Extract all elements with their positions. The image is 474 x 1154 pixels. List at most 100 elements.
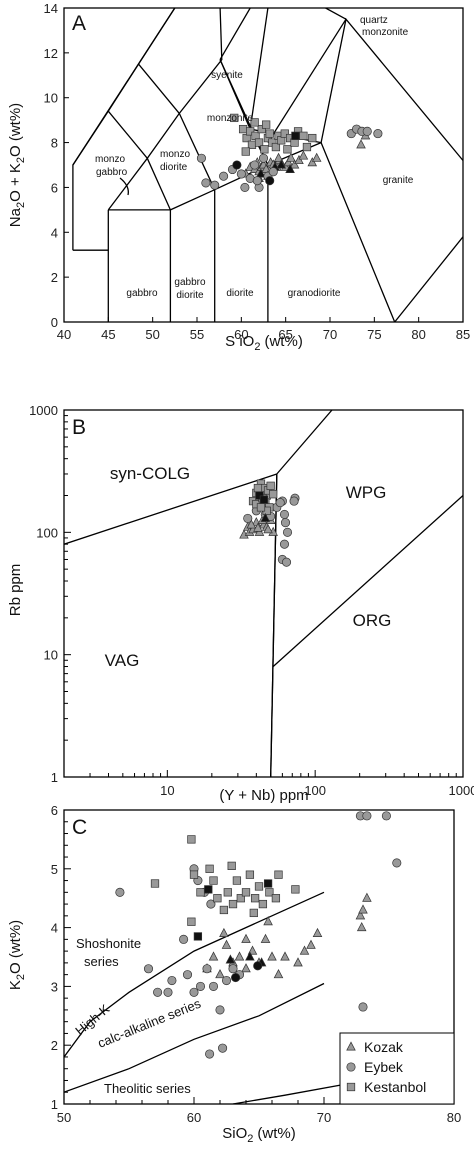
point-kestanbol-6 (254, 138, 264, 147)
point-kestanbol-black-2 (263, 879, 273, 888)
point-eybek-17 (206, 899, 216, 909)
point-eybek-3 (163, 987, 173, 997)
point-kozak-24 (356, 139, 366, 149)
point-eybek-black-0 (232, 160, 242, 170)
point-kozak-21 (311, 152, 322, 162)
point-kozak-18 (294, 154, 304, 165)
plot-area-b (64, 410, 463, 777)
field-boundary-1 (72, 110, 109, 166)
series-kestanbol (150, 835, 300, 926)
point-eybek-0 (196, 153, 206, 163)
x-tick-label-b-1: 100 (304, 783, 326, 798)
point-eybek-0 (243, 513, 253, 523)
field-boundary-20 (325, 8, 347, 20)
series-kozak-black (260, 512, 271, 522)
field-boundary-3 (270, 473, 278, 777)
point-kozak-12 (280, 951, 290, 961)
x-tick-label-c-1: 60 (187, 1110, 201, 1125)
point-kozak-black-1 (245, 951, 255, 961)
field-boundary-21 (394, 236, 463, 322)
point-kestanbol-12 (253, 483, 263, 493)
field-label-monzogabbro2: gabbro (96, 167, 128, 178)
y-tick-label-c-4: 5 (51, 862, 58, 877)
y-tick-label-b-1: 10 (44, 648, 58, 663)
x-axis-label-c-sub: 2 (247, 1133, 253, 1145)
field-label-monzogabbro1: monzo (95, 154, 125, 165)
point-eybek-9 (279, 539, 290, 549)
field-boundary-19 (267, 18, 347, 143)
point-kestanbol-black-1 (259, 495, 269, 504)
panel-c: 50 60 70 80123456CShoshoniteseriesHigh-Kcal… (7, 803, 461, 1145)
point-kestanbol-black-0 (291, 131, 300, 140)
point-kestanbol-7 (266, 481, 275, 490)
field-label-monzodiorite1: monzo (160, 149, 190, 160)
field-label-monzonite: monzonite (207, 113, 254, 124)
y-tick-label-a-6: 12 (44, 46, 58, 61)
field-label-syenite: syenite (211, 70, 243, 81)
point-kestanbol-25 (262, 120, 271, 129)
x-tick-label-a-1: 45 (101, 327, 115, 342)
point-kestanbol-19 (271, 894, 281, 903)
y-tick-label-b-3: 1000 (29, 403, 58, 418)
point-kestanbol-20 (274, 870, 283, 879)
field-boundary-17 (249, 8, 269, 130)
y-axis-label-a-part-2: O + K (7, 163, 24, 202)
point-kozak-16 (286, 152, 296, 162)
field-label-series: series (84, 954, 119, 969)
plot-frame-a (63, 7, 464, 323)
point-eybek-7 (195, 981, 206, 991)
point-kestanbol-1 (187, 835, 196, 844)
y-axis-label-c: K2O (wt%) (7, 920, 27, 990)
point-eybek-11 (240, 182, 250, 192)
point-kozak-10 (246, 519, 257, 529)
y-tick-label-b-0: 1 (51, 770, 58, 785)
point-kestanbol-3 (246, 127, 255, 136)
point-kestanbol-8 (219, 905, 229, 915)
x-tick-label-a-7: 75 (367, 327, 381, 342)
point-kozak-15 (283, 157, 294, 167)
series-eybek-black (231, 961, 263, 983)
point-kozak-13 (253, 522, 263, 532)
point-eybek-18 (179, 934, 189, 944)
point-kestanbol-0 (150, 879, 160, 888)
point-kozak-17 (263, 916, 273, 926)
field-boundary-22 (219, 8, 251, 60)
point-eybek-6 (279, 509, 290, 520)
x-tick-label-a-4: 60 (234, 327, 248, 342)
field-label-gabbro: gabbro (126, 288, 158, 299)
point-eybek-14 (275, 498, 285, 508)
panel-label-b: B (72, 416, 86, 439)
x-axis-label-c-main: SiO (222, 1125, 247, 1142)
point-kozak-18 (241, 933, 251, 943)
field-label-diorite: diorite (226, 288, 254, 299)
panel-label-c: C (72, 816, 87, 839)
y-axis-label-a: Na2O + K2O (wt%) (7, 103, 27, 227)
y-axis-label-c-part-2: O (wt%) (7, 920, 24, 974)
x-tick-label-c-3: 80 (447, 1110, 461, 1125)
point-eybek-13 (258, 153, 269, 163)
y-tick-label-c-5: 6 (51, 803, 58, 818)
point-kestanbol-10 (228, 899, 238, 909)
point-kozak-20 (307, 157, 318, 167)
point-kozak-2 (215, 969, 225, 979)
x-tick-label-c-2: 70 (317, 1110, 331, 1125)
y-tick-label-c-3: 4 (51, 921, 58, 936)
field-label-monzodiorite2: diorite (160, 162, 188, 173)
point-kozak-20 (355, 910, 366, 920)
x-tick-label-a-9: 85 (456, 327, 470, 342)
x-tick-label-a-2: 50 (145, 327, 159, 342)
point-eybek-9 (208, 981, 219, 991)
point-kozak-10 (267, 951, 277, 961)
point-kestanbol-24 (250, 118, 259, 127)
y-axis-label-b: Rb ppm (7, 564, 24, 617)
point-kestanbol-2 (187, 917, 196, 926)
point-eybek-4 (167, 975, 177, 986)
point-kozak-14 (299, 945, 310, 955)
y-tick-label-c-0: 1 (51, 1097, 58, 1112)
point-kozak-13 (293, 957, 303, 967)
legend-label-eybek: Eybek (364, 1059, 404, 1075)
point-eybek-19 (205, 1049, 215, 1059)
point-eybek-12 (228, 964, 238, 974)
point-kozak-22 (362, 892, 372, 902)
point-kozak-21 (358, 904, 368, 914)
